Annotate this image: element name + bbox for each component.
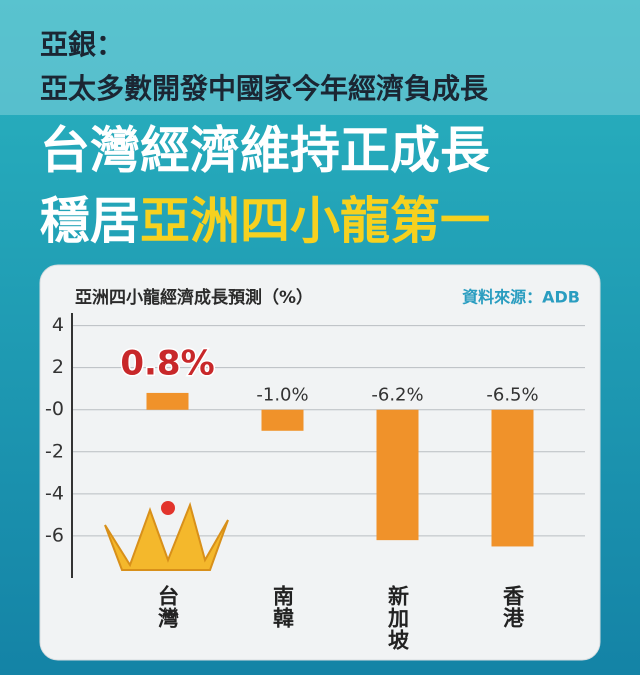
x-tick-label: 台灣 [155,585,180,629]
bar [146,392,189,410]
headline-white: 穩居 [40,192,140,250]
x-tick-label: 南韓 [270,585,295,629]
x-tick-label: 新加坡 [385,585,410,651]
bar [491,409,534,547]
crown-jewel [161,501,175,515]
bar [261,409,304,431]
x-tick-label: 香港 [500,585,525,629]
y-tick-label: -2 [45,440,64,462]
y-tick-label: -4 [45,482,64,504]
headline: 穩居亞洲四小龍第一 [40,192,490,250]
source: 資料來源：ADB [462,288,580,307]
y-tick-label: -0 [45,398,64,420]
value-label: -6.2% [371,385,423,406]
value-label: 0.8% [120,343,214,383]
header-line: 亞太多數開發中國家今年經濟負成長 [40,72,489,105]
value-label: -6.5% [486,385,538,406]
header-line: 亞銀： [40,28,124,61]
crown-icon [104,501,229,571]
value-label: -1.0% [256,385,308,406]
y-tick-label: 2 [52,356,64,378]
y-tick-label: 4 [52,314,64,336]
header-band [0,0,640,115]
crown-shape [104,501,229,571]
headline: 台灣經濟維持正成長 [40,122,491,180]
bar [376,409,419,541]
chart-title: 亞洲四小龍經濟成長預測（%） [75,287,313,308]
y-tick-label: -6 [45,524,64,546]
headline-yellow: 亞洲四小龍第一 [140,192,490,250]
